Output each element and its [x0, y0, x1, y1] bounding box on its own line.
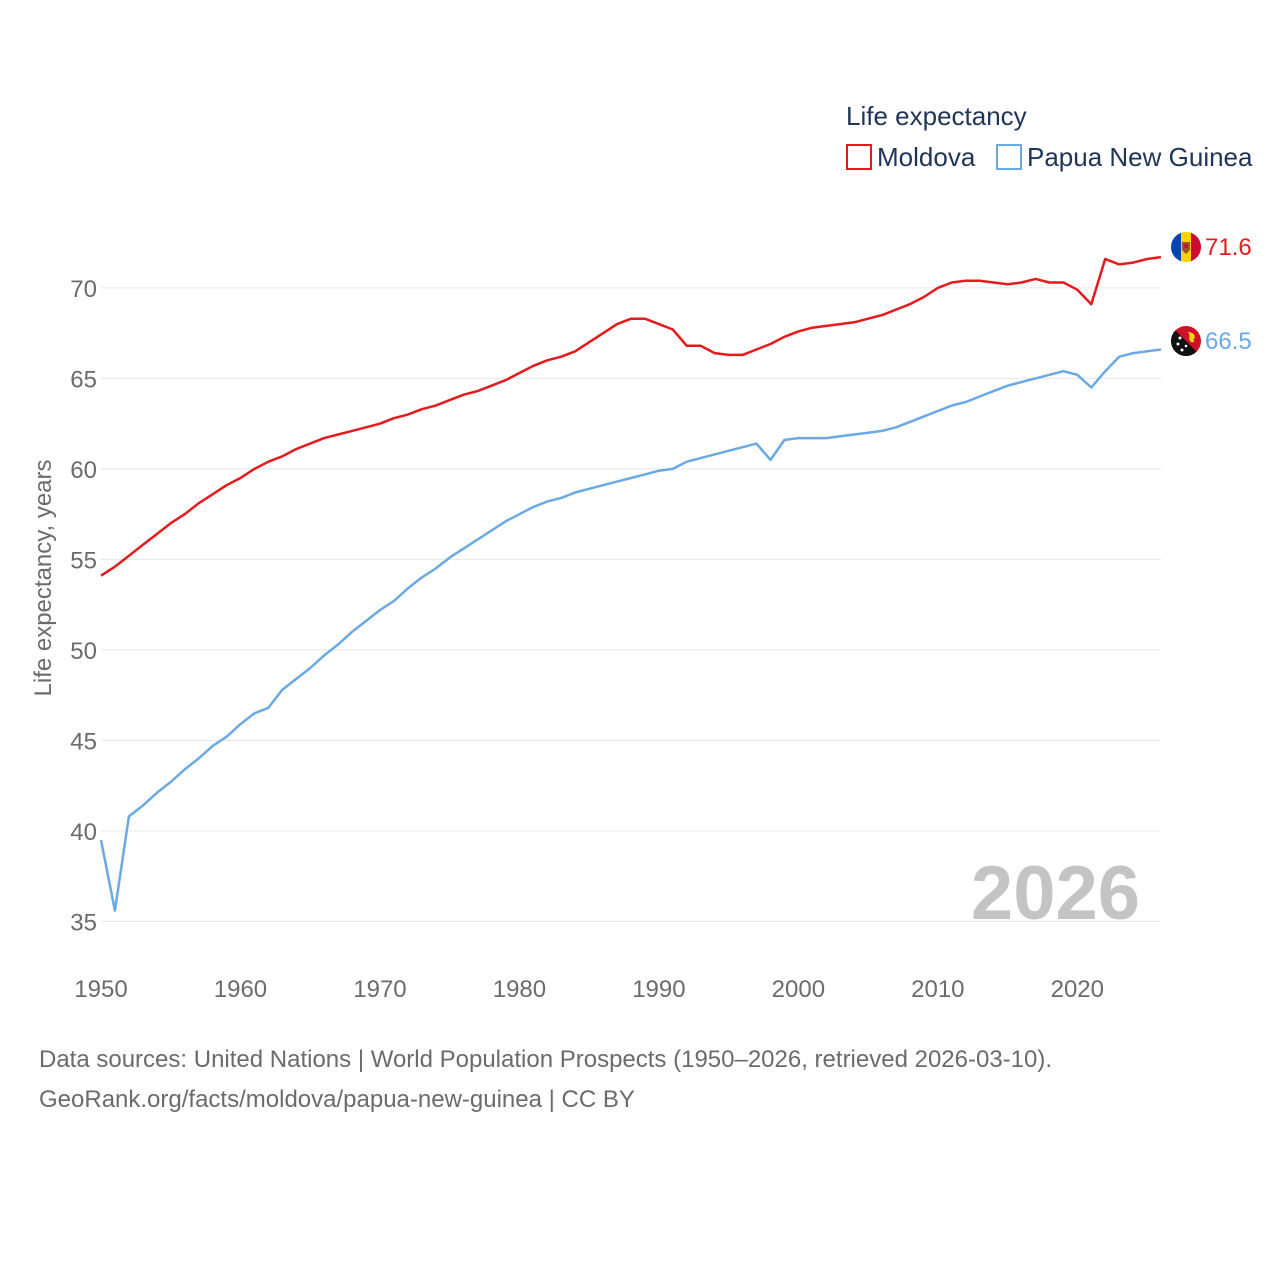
- moldova-flag-icon: [1171, 232, 1201, 262]
- y-tick-label: 60: [70, 457, 97, 484]
- legend-title: Life expectancy: [846, 101, 1027, 131]
- legend-label-papua-new-guinea: Papua New Guinea: [1027, 142, 1253, 172]
- y-axis-ticks: 35 40 45 50 55 60 65 70: [70, 276, 97, 936]
- y-tick-label: 50: [70, 638, 97, 665]
- sources-line: Data sources: United Nations | World Pop…: [39, 1046, 1053, 1073]
- legend: Life expectancy Moldova Papua New Guinea: [846, 101, 1253, 172]
- y-tick-label: 65: [70, 366, 97, 393]
- y-tick-label: 35: [70, 909, 97, 936]
- legend-swatch-papua-new-guinea: [996, 144, 1022, 170]
- x-tick-label: 1980: [493, 976, 546, 1003]
- y-tick-label: 70: [70, 276, 97, 303]
- series-line-papua-new-guinea[interactable]: [99, 348, 1162, 912]
- end-label-moldova: 71.6: [1205, 234, 1252, 261]
- legend-item-papua-new-guinea[interactable]: Papua New Guinea: [996, 142, 1253, 172]
- series-lines: [99, 255, 1162, 912]
- x-tick-label: 1990: [632, 976, 685, 1003]
- legend-swatch-moldova: [846, 144, 872, 170]
- y-tick-label: 55: [70, 547, 97, 574]
- y-tick-label: 40: [70, 819, 97, 846]
- x-tick-label: 1960: [214, 976, 267, 1003]
- source-url-line[interactable]: GeoRank.org/facts/moldova/papua-new-guin…: [39, 1086, 635, 1113]
- legend-label-moldova: Moldova: [877, 142, 976, 172]
- data-sources: Data sources: United Nations | World Pop…: [39, 1040, 1052, 1120]
- x-tick-label: 2010: [911, 976, 964, 1003]
- y-tick-label: 45: [70, 728, 97, 755]
- grid: [101, 287, 1161, 922]
- papua-new-guinea-flag-icon: [1171, 326, 1201, 356]
- x-tick-label: 2000: [772, 976, 825, 1003]
- x-axis-ticks: 1950 1960 1970 1980 1990 2000 2010 2020: [74, 976, 1104, 1003]
- x-tick-label: 2020: [1051, 976, 1104, 1003]
- legend-item-moldova[interactable]: Moldova: [846, 142, 976, 172]
- series-line-moldova[interactable]: [100, 255, 1162, 577]
- x-tick-label: 1950: [74, 976, 127, 1003]
- year-label: 2026: [971, 851, 1140, 936]
- y-axis-title: Life expectancy, years: [30, 459, 57, 696]
- x-tick-label: 1970: [353, 976, 406, 1003]
- line-chart: Life expectancy Moldova Papua New Guinea…: [30, 101, 1253, 1003]
- end-label-papua-new-guinea: 66.5: [1205, 328, 1252, 355]
